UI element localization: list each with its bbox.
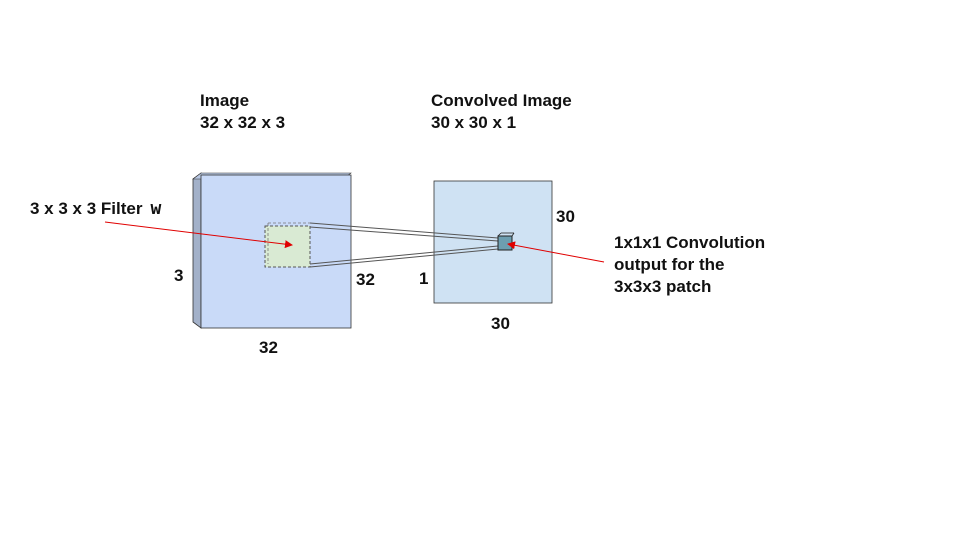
output-note-line-2: output for the: [614, 255, 725, 274]
output-arrow: [507, 241, 605, 263]
filter-caption: 3 x 3 x 3 Filter w: [30, 198, 161, 220]
input-volume-dims: 32 x 32 x 3: [200, 113, 286, 132]
output-note-line-1: 1x1x1 Convolution: [614, 233, 766, 252]
output-cell-side-edge: [511, 232, 515, 237]
output-volume-dims: 30 x 30 x 1: [431, 113, 517, 132]
projection-line-bottom: [309, 248, 499, 268]
input-width-label: 32: [259, 338, 278, 357]
output-volume-caption: Convolved Image 30 x 30 x 1: [431, 90, 572, 134]
filter-patch: [264, 225, 311, 268]
filter-symbol: w: [150, 198, 162, 219]
output-depth-label: 1: [419, 269, 429, 288]
output-volume-face: [433, 180, 553, 304]
output-cell-depth-edge: [497, 232, 502, 237]
output-note: 1x1x1 Convolution output for the 3x3x3 p…: [614, 232, 765, 298]
input-volume-title: Image: [200, 91, 250, 110]
projection-line-top-inner: [309, 226, 499, 242]
filter-label: 3 x 3 x 3 Filter: [30, 199, 143, 218]
output-width-label: 30: [491, 314, 510, 333]
output-cell: [497, 235, 513, 251]
filter-arrow: [104, 221, 293, 249]
projection-line-top: [309, 222, 499, 239]
projection-line-bottom-inner: [309, 245, 499, 265]
input-volume-caption: Image 32 x 32 x 3: [200, 90, 285, 134]
input-height-label: 32: [356, 270, 375, 289]
input-depth-label: 3: [174, 266, 184, 285]
output-volume-title: Convolved Image: [431, 91, 572, 110]
input-volume-side-face: [192, 172, 202, 329]
output-note-line-3: 3x3x3 patch: [614, 277, 712, 296]
output-height-label: 30: [556, 207, 575, 226]
